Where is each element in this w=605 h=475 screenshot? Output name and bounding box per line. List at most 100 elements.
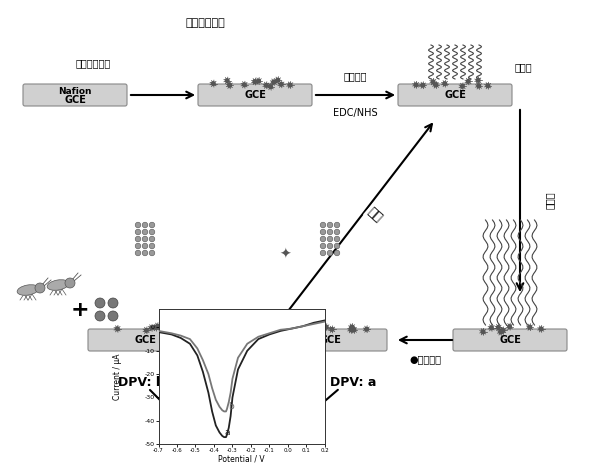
Circle shape [155, 324, 159, 328]
Circle shape [320, 243, 326, 249]
Circle shape [539, 327, 543, 331]
Circle shape [269, 85, 272, 88]
Circle shape [501, 329, 505, 332]
Circle shape [466, 79, 470, 83]
FancyBboxPatch shape [88, 329, 202, 351]
Circle shape [176, 324, 180, 327]
Circle shape [253, 80, 257, 84]
Circle shape [497, 326, 500, 329]
Circle shape [481, 330, 485, 333]
Circle shape [434, 83, 437, 87]
Circle shape [499, 330, 503, 334]
Circle shape [508, 325, 511, 328]
Circle shape [145, 329, 148, 332]
Ellipse shape [47, 280, 69, 290]
Circle shape [334, 222, 340, 228]
Circle shape [327, 236, 333, 242]
Text: GCE: GCE [64, 95, 86, 105]
Circle shape [352, 328, 356, 332]
Circle shape [149, 222, 155, 228]
Circle shape [149, 326, 153, 330]
Circle shape [320, 222, 326, 228]
Circle shape [365, 327, 368, 331]
Text: GCE: GCE [444, 90, 466, 100]
Circle shape [264, 84, 268, 87]
Circle shape [334, 250, 340, 256]
Circle shape [135, 243, 141, 249]
FancyBboxPatch shape [453, 329, 567, 351]
Text: EDC/NHS: EDC/NHS [333, 108, 378, 118]
Circle shape [276, 78, 280, 82]
Circle shape [142, 229, 148, 235]
Circle shape [65, 278, 75, 288]
Circle shape [135, 236, 141, 242]
Circle shape [489, 326, 493, 330]
Circle shape [280, 83, 283, 86]
Text: 尿素: 尿素 [365, 205, 385, 225]
Circle shape [149, 250, 155, 256]
Circle shape [108, 311, 118, 321]
Text: DPV: a: DPV: a [330, 376, 376, 389]
Text: 毒死蜱: 毒死蜱 [231, 354, 249, 364]
Text: GCE: GCE [319, 335, 341, 345]
Circle shape [116, 327, 119, 331]
Circle shape [149, 236, 155, 242]
Circle shape [149, 243, 155, 249]
Circle shape [228, 84, 232, 87]
Text: DPV: b: DPV: b [118, 376, 165, 389]
Circle shape [142, 222, 148, 228]
Text: 捕获探针: 捕获探针 [343, 71, 367, 81]
Text: GCE: GCE [499, 335, 521, 345]
Text: +: + [71, 300, 90, 320]
Circle shape [142, 236, 148, 242]
Circle shape [334, 229, 340, 235]
Circle shape [431, 80, 435, 84]
Circle shape [257, 79, 260, 83]
Ellipse shape [17, 285, 39, 295]
Circle shape [334, 243, 340, 249]
Circle shape [178, 326, 182, 329]
FancyBboxPatch shape [23, 84, 127, 106]
FancyBboxPatch shape [198, 84, 312, 106]
Circle shape [460, 85, 464, 88]
Text: ●亚甲基蓝: ●亚甲基蓝 [409, 354, 441, 364]
Circle shape [226, 79, 229, 83]
Circle shape [135, 250, 141, 256]
Circle shape [180, 325, 184, 328]
Circle shape [135, 222, 141, 228]
Text: b: b [227, 402, 234, 411]
Circle shape [324, 325, 328, 329]
Text: a: a [224, 428, 230, 437]
X-axis label: Potential / V: Potential / V [218, 455, 265, 464]
Circle shape [149, 229, 155, 235]
Circle shape [320, 236, 326, 242]
Circle shape [272, 80, 275, 84]
Text: Nafion: Nafion [58, 86, 92, 95]
Circle shape [212, 82, 215, 85]
Y-axis label: Current / μA: Current / μA [113, 353, 122, 399]
Circle shape [414, 83, 418, 86]
Circle shape [35, 283, 45, 293]
Circle shape [321, 323, 325, 327]
Circle shape [327, 243, 333, 249]
Circle shape [95, 311, 105, 321]
Circle shape [486, 84, 489, 87]
Circle shape [327, 222, 333, 228]
Circle shape [327, 229, 333, 235]
Circle shape [421, 84, 425, 87]
Circle shape [349, 328, 353, 332]
Circle shape [528, 325, 532, 329]
Circle shape [142, 250, 148, 256]
Circle shape [320, 250, 326, 256]
Circle shape [154, 326, 158, 330]
Circle shape [243, 83, 246, 86]
Circle shape [443, 82, 446, 85]
Circle shape [320, 229, 326, 235]
Circle shape [289, 83, 292, 87]
Text: 适配体: 适配体 [515, 62, 532, 72]
Text: 单壁碳纳米管: 单壁碳纳米管 [185, 18, 225, 28]
FancyBboxPatch shape [273, 329, 387, 351]
Circle shape [292, 330, 296, 333]
Circle shape [327, 250, 333, 256]
Circle shape [135, 229, 141, 235]
